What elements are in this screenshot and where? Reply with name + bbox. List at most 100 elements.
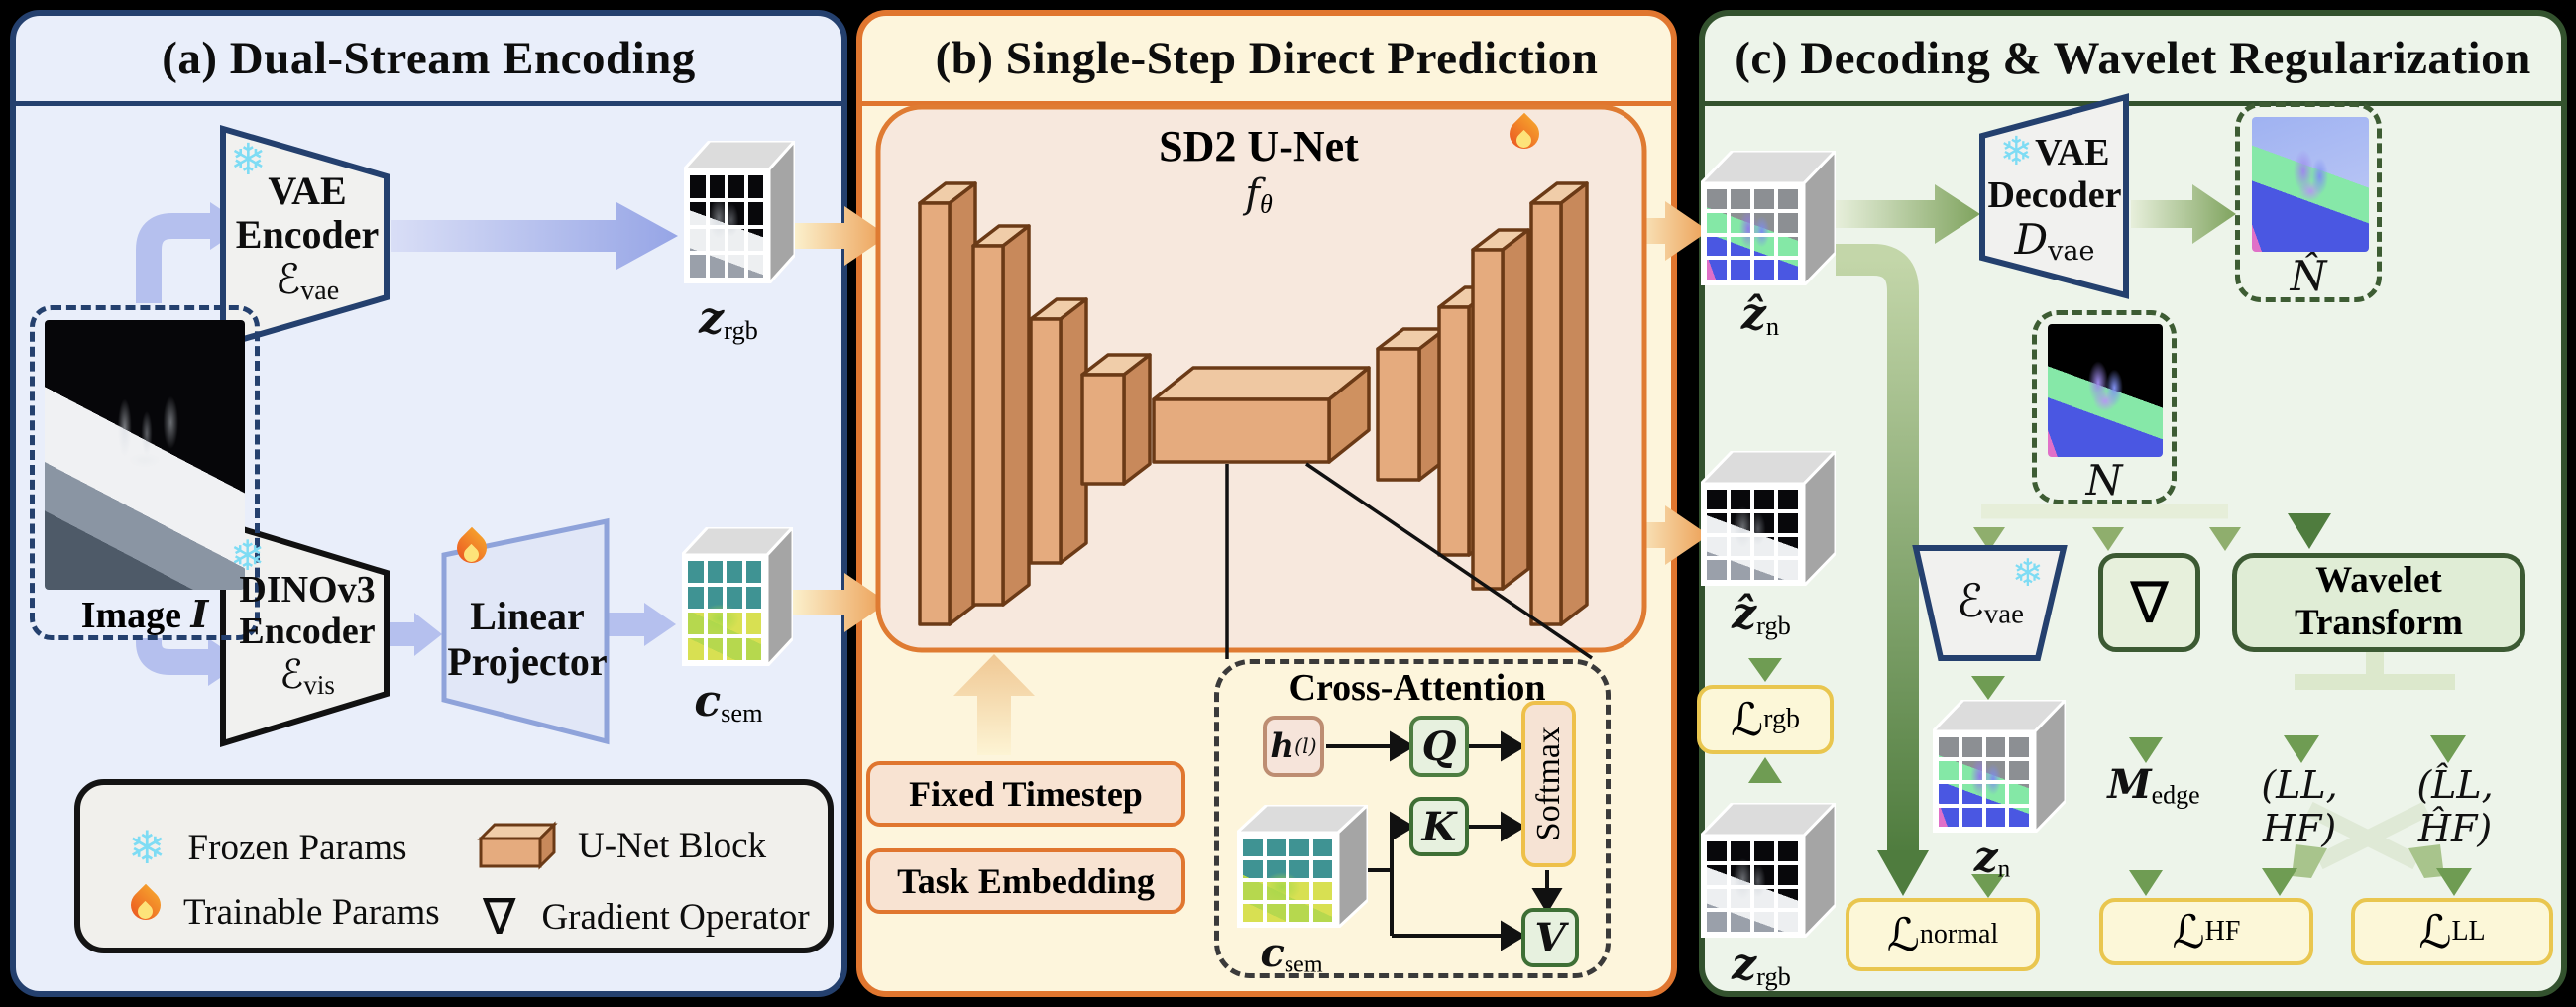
cube-grid-cell xyxy=(1729,862,1752,887)
cube-grid-cell xyxy=(707,199,727,227)
flame-icon xyxy=(124,883,168,936)
cube-grid-cell xyxy=(1937,782,1960,806)
n-text: N xyxy=(2085,456,2123,504)
vae-encoder-text: VAE Encoder ℰvae xyxy=(235,159,380,317)
softmax-label: Softmax xyxy=(1529,727,1567,841)
arrow-zrgb-to-unet xyxy=(795,206,888,266)
loss-ll-sub: LL xyxy=(2451,916,2486,947)
arrow-decoder-to-nhat xyxy=(2131,184,2236,244)
cube-grid-cell xyxy=(1705,862,1729,887)
legend-gradient-op: ∇ Gradient Operator xyxy=(475,888,810,946)
cube-grid-cell xyxy=(1310,902,1334,924)
arrow-medge-to-lhf xyxy=(2129,807,2163,896)
cube-grid-cell xyxy=(745,173,765,200)
cube-grid-cell xyxy=(725,585,744,611)
legend-trainable: Trainable Params xyxy=(124,883,440,936)
cube-grid-cell xyxy=(707,253,727,280)
cube-grid-cell xyxy=(1776,886,1800,911)
input-image-frame: Image I xyxy=(30,305,260,640)
cube-grid-cell xyxy=(725,636,744,662)
e-vae-symbol-sub: vae xyxy=(1983,598,2025,630)
dino-encoder-line2: Encoder xyxy=(239,611,376,653)
legend-gradient-label: Gradient Operator xyxy=(541,896,810,938)
legend: ❄ Frozen Params Trainable Params U-Net B… xyxy=(74,779,834,953)
vae-encoder-symbol-sub: vae xyxy=(300,275,340,306)
c-sem-small-label: csem xyxy=(1237,930,1346,978)
arrow-dino-to-projector xyxy=(389,613,442,656)
n-label: N xyxy=(2037,456,2172,505)
cube-grid-cell xyxy=(743,611,763,636)
cube-grid-cell xyxy=(1729,910,1752,934)
unet-encoder-bar-3 xyxy=(1029,297,1088,565)
cube-grid-cell xyxy=(1752,910,1776,934)
vae-decoder-line1: VAE xyxy=(2035,131,2110,173)
cube-grid-cell xyxy=(1776,558,1800,582)
cube-grid-cell xyxy=(1729,886,1752,911)
cube-grid-cell xyxy=(707,173,727,200)
cube-grid-cell xyxy=(745,253,765,280)
c-sem-label-main: c xyxy=(694,676,722,727)
fixed-timestep-box: Fixed Timestep xyxy=(866,761,1185,827)
loss-hf-symbol: ℒ xyxy=(2172,905,2205,958)
wavelet-cross-arrows xyxy=(2262,801,2472,896)
panel-b-title: (b) Single-Step Direct Prediction xyxy=(862,16,1671,106)
c-sem-label: csem xyxy=(674,676,783,728)
cube-grid-cell xyxy=(1960,782,1984,806)
cube-grid-cell xyxy=(2007,735,2031,759)
cube-grid-cell xyxy=(705,636,725,662)
arrow-projector-to-csem xyxy=(609,603,676,646)
wavelet-split xyxy=(2284,652,2466,763)
cube-grid-cell xyxy=(1241,837,1265,858)
m-edge-main: M xyxy=(2107,761,2152,808)
cube-grid-cell xyxy=(1776,534,1800,559)
linear-projector-line2: Projector xyxy=(447,639,608,684)
z-n-hat-cube xyxy=(1701,151,1836,285)
arrow-zrgbhat-to-lrgb xyxy=(1748,637,1782,682)
cube-grid-cell xyxy=(1983,805,2008,829)
vae-decoder-shape xyxy=(1979,93,2129,299)
gradient-operator-box: ∇ xyxy=(2098,553,2200,652)
cube-grid-cell xyxy=(1960,735,1984,759)
unet-blocks xyxy=(918,181,1589,626)
cube-grid-cell xyxy=(1705,234,1729,259)
cube-grid-cell xyxy=(1705,210,1729,235)
gt-normal-frame: N xyxy=(2032,310,2177,504)
h-symbol-sup: (l) xyxy=(1294,734,1317,758)
vae-decoder-symbol: D xyxy=(2014,215,2049,265)
loss-ll-symbol: ℒ xyxy=(2418,905,2452,958)
cube-grid-cell xyxy=(1960,758,1984,782)
unet-encoder-bar-2 xyxy=(971,224,1031,607)
cube-grid-cell xyxy=(686,611,706,636)
wavelet-transform-box: Wavelet Transform xyxy=(2232,553,2525,652)
cube-grid-cell xyxy=(1776,910,1800,934)
linear-projector-shape xyxy=(441,517,610,745)
arrow-znhat-to-lnormal xyxy=(1836,244,1929,896)
vae-decoder-symbol-sub: vae xyxy=(2048,236,2095,268)
cube-grid-cell xyxy=(1705,510,1729,535)
vae-decoder-text: ❄VAE Decoder Dvae xyxy=(1984,119,2125,278)
arrow-zn-to-lnormal xyxy=(1971,858,2005,898)
unet-title: SD2 U-Net xyxy=(1080,121,1437,171)
cube-grid-cell xyxy=(705,585,725,611)
cube-grid-cell xyxy=(725,559,744,585)
z-rgb-gt-label: zrgb xyxy=(1697,940,1826,992)
loss-hf-box: ℒ HF xyxy=(2099,898,2313,965)
wavelet-line2: Transform xyxy=(2295,603,2463,643)
arrow-csem-to-unet xyxy=(793,573,888,632)
cube-grid-cell xyxy=(1241,880,1265,902)
cube-grid-cell xyxy=(688,253,708,280)
cube-grid-cell xyxy=(725,611,744,636)
snowflake-icon: ❄ xyxy=(1999,128,2034,174)
cube-grid-cell xyxy=(1288,880,1311,902)
cube-grid-cell xyxy=(743,559,763,585)
vae-encoder-line1: VAE xyxy=(268,168,347,213)
unet-f-theta: fθ xyxy=(1080,170,1437,220)
cube-grid-cell xyxy=(1752,258,1776,281)
cube-grid-cell xyxy=(1288,902,1311,924)
arrow-conditioning-to-unet xyxy=(953,654,1035,755)
arrow-unet-to-zn-hat xyxy=(1629,201,1709,261)
cross-attention-arrows xyxy=(1326,730,1563,951)
unet-block-icon xyxy=(477,821,558,870)
cube-grid-cell xyxy=(1264,902,1288,924)
